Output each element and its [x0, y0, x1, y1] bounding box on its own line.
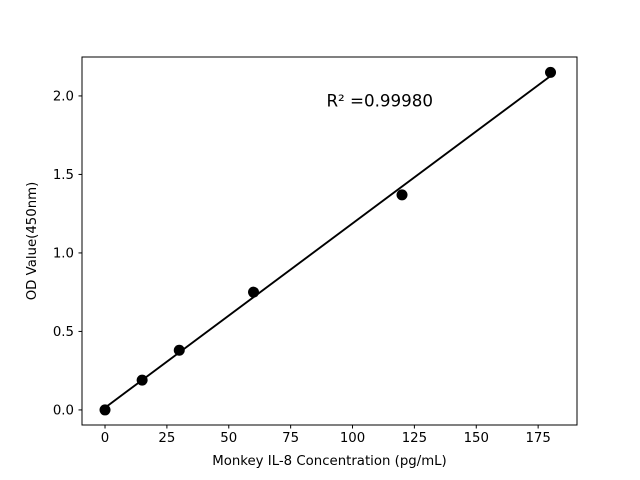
x-tick-label: 125	[402, 431, 427, 446]
data-point	[136, 374, 148, 386]
r-squared-annotation: R² =0.99980	[326, 91, 433, 111]
data-point	[173, 344, 185, 356]
y-tick-label: 1.0	[53, 246, 74, 261]
x-tick-label: 25	[158, 431, 175, 446]
y-tick-label: 2.0	[53, 89, 74, 104]
data-point	[396, 189, 408, 201]
x-tick-label: 50	[220, 431, 237, 446]
y-axis-ticks: 0.0 0.5 1.0 1.5 2.0	[53, 89, 82, 418]
data-point	[248, 286, 260, 298]
fit-line	[104, 75, 552, 409]
x-axis-label: Monkey IL-8 Concentration (pg/mL)	[212, 454, 447, 469]
y-tick-label: 0.5	[53, 325, 74, 340]
x-tick-label: 150	[464, 431, 489, 446]
scatter-points	[99, 66, 557, 416]
y-tick-label: 0.0	[53, 403, 74, 418]
x-tick-label: 75	[282, 431, 299, 446]
y-tick-label: 1.5	[53, 168, 74, 183]
y-axis-label: OD Value(450nm)	[25, 182, 40, 301]
data-point	[99, 404, 111, 416]
data-point	[545, 66, 557, 78]
x-axis-ticks: 0 25 50 75 100 125 150 175	[101, 425, 551, 446]
x-tick-label: 0	[101, 431, 109, 446]
x-tick-label: 175	[525, 431, 550, 446]
x-tick-label: 100	[340, 431, 365, 446]
plot-frame	[81, 56, 578, 426]
